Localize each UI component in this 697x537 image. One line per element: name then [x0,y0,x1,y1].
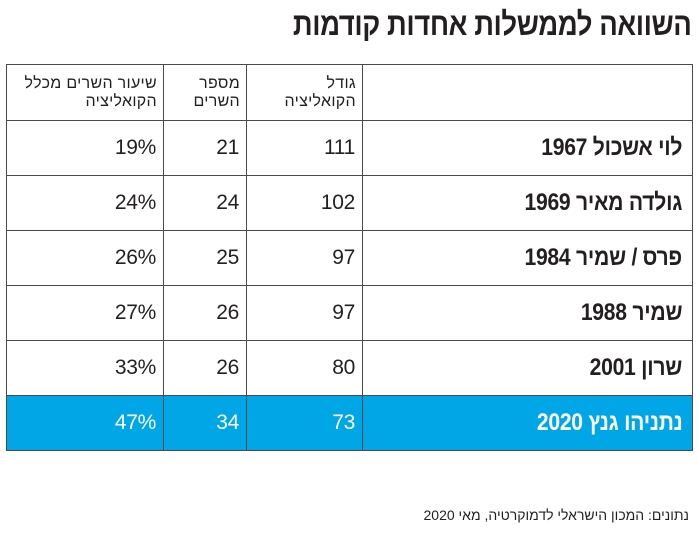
cell-coalition-size: 102 [246,175,363,231]
cell-coalition-size: 97 [246,285,363,341]
cell-government: שרון 2001 [362,340,693,396]
cell-ministers-share: 26% [6,230,164,286]
cell-government: שמיר 1988 [362,285,693,341]
cell-ministers-count: 25 [163,230,247,286]
chart-title: השוואה לממשלות אחדות קודמות [292,6,691,42]
table-row: 19% 21 111 לוי אשכול 1967 [6,120,693,176]
cell-ministers-count: 34 [163,395,247,451]
comparison-table: שיעור השרים מכלל הקואליציה מספר השרים גו… [6,64,693,451]
cell-ministers-share: 47% [6,395,164,451]
cell-coalition-size: 97 [246,230,363,286]
cell-ministers-share: 19% [6,120,164,176]
cell-coalition-size: 80 [246,340,363,396]
government-label: שמיר 1988 [580,299,683,326]
header-ministers-count: מספר השרים [163,64,247,121]
header-ministers-share: שיעור השרים מכלל הקואליציה [6,64,164,121]
government-label: נתניהו גנץ 2020 [536,409,682,436]
cell-ministers-count: 21 [163,120,247,176]
government-label: לוי אשכול 1967 [541,134,682,161]
cell-coalition-size: 111 [246,120,363,176]
cell-ministers-count: 26 [163,285,247,341]
source-note: נתונים: המכון הישראלי לדמוקרטיה, מאי 202… [423,507,690,523]
cell-government: גולדה מאיר 1969 [362,175,693,231]
cell-ministers-count: 26 [163,340,247,396]
table-row: 27% 26 97 שמיר 1988 [6,285,693,341]
cell-ministers-share: 27% [6,285,164,341]
government-label: שרון 2001 [589,354,683,381]
header-coalition-size: גודל הקואליציה [246,64,363,121]
table-row: 26% 25 97 פרס / שמיר 1984 [6,230,693,286]
header-government [362,64,693,121]
cell-coalition-size: 73 [246,395,363,451]
cell-ministers-share: 33% [6,340,164,396]
cell-ministers-count: 24 [163,175,247,231]
cell-government: פרס / שמיר 1984 [362,230,693,286]
table-row: 33% 26 80 שרון 2001 [6,340,693,396]
cell-government: לוי אשכול 1967 [362,120,693,176]
table-header-row: שיעור השרים מכלל הקואליציה מספר השרים גו… [6,64,693,121]
cell-government: נתניהו גנץ 2020 [362,395,693,451]
table-row-highlighted: 47% 34 73 נתניהו גנץ 2020 [6,395,693,451]
government-label: פרס / שמיר 1984 [524,244,683,271]
government-label: גולדה מאיר 1969 [524,189,682,216]
cell-ministers-share: 24% [6,175,164,231]
table-row: 24% 24 102 גולדה מאיר 1969 [6,175,693,231]
